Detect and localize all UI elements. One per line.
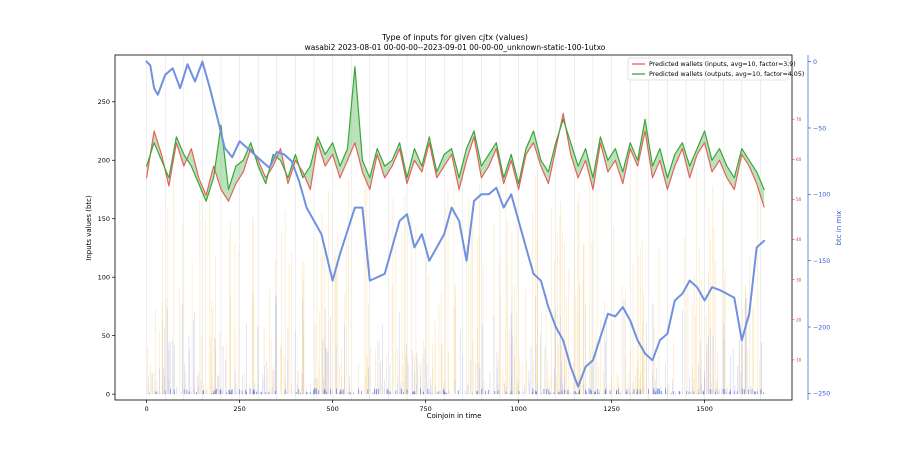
vertical-grid-lines (146, 55, 761, 400)
y2-tick-label: 60 (796, 157, 802, 162)
y-axis-right-label: btc in mix (835, 211, 843, 246)
y3-tick-label: 0 (813, 59, 817, 66)
x-tick-label: 500 (326, 405, 338, 413)
plot-area (145, 55, 766, 400)
y2-tick-label: 20 (796, 317, 802, 322)
x-axis: 0 250 500 750 1000 1250 1500 (145, 400, 713, 413)
y3-tick-label: −200 (813, 324, 830, 331)
y-tick-label: 50 (102, 332, 110, 340)
y-axis-left: 0 50 100 150 200 250 (98, 98, 115, 398)
x-tick-label: 750 (419, 405, 431, 413)
legend: Predicted wallets (inputs, avg=10, facto… (627, 57, 804, 81)
legend-box (627, 57, 789, 81)
y-axis-right-red: 10 20 30 40 50 60 70 (792, 117, 802, 362)
y-tick-label: 150 (98, 215, 110, 223)
y2-tick-label: 10 (796, 357, 802, 362)
y-tick-label: 100 (98, 274, 110, 282)
y-axis-label: Inputs values (btc) (85, 195, 93, 261)
x-tick-label: 250 (233, 405, 245, 413)
series-lines (145, 60, 766, 388)
chart-subtitle: wasabi2 2023-08-01 00-00-00--2023-09-01 … (305, 43, 606, 52)
x-tick-label: 1250 (603, 405, 620, 413)
y3-tick-label: −250 (813, 391, 830, 398)
y-tick-label: 250 (98, 98, 110, 106)
y2-tick-label: 70 (796, 117, 802, 122)
y-axis-right-blue: 0 −50 −100 −150 −200 −250 (807, 55, 830, 400)
y3-tick-label: −100 (813, 192, 830, 199)
y3-tick-label: −50 (813, 125, 826, 132)
chart-title: Type of inputs for given cjtx (values) (381, 33, 528, 42)
x-tick-label: 1000 (510, 405, 527, 413)
series-btc-in-mix-line (145, 60, 766, 388)
series-outputs-line (146, 66, 765, 202)
y-tick-label: 0 (106, 390, 110, 398)
legend-label-outputs: Predicted wallets (outputs, avg=10, fact… (649, 71, 804, 78)
x-axis-label: Coinjoin in time (427, 412, 482, 420)
y3-tick-label: −150 (813, 258, 830, 265)
x-tick-label: 0 (145, 405, 149, 413)
y2-tick-label: 30 (796, 277, 802, 282)
y-tick-label: 200 (98, 157, 110, 165)
plot-frame (114, 54, 793, 401)
background-bars (147, 169, 765, 395)
y2-tick-label: 40 (796, 237, 802, 242)
series-inputs-line (146, 112, 765, 208)
y2-tick-label: 50 (796, 197, 802, 202)
x-tick-label: 1500 (696, 405, 713, 413)
legend-label-inputs: Predicted wallets (inputs, avg=10, facto… (649, 61, 796, 68)
